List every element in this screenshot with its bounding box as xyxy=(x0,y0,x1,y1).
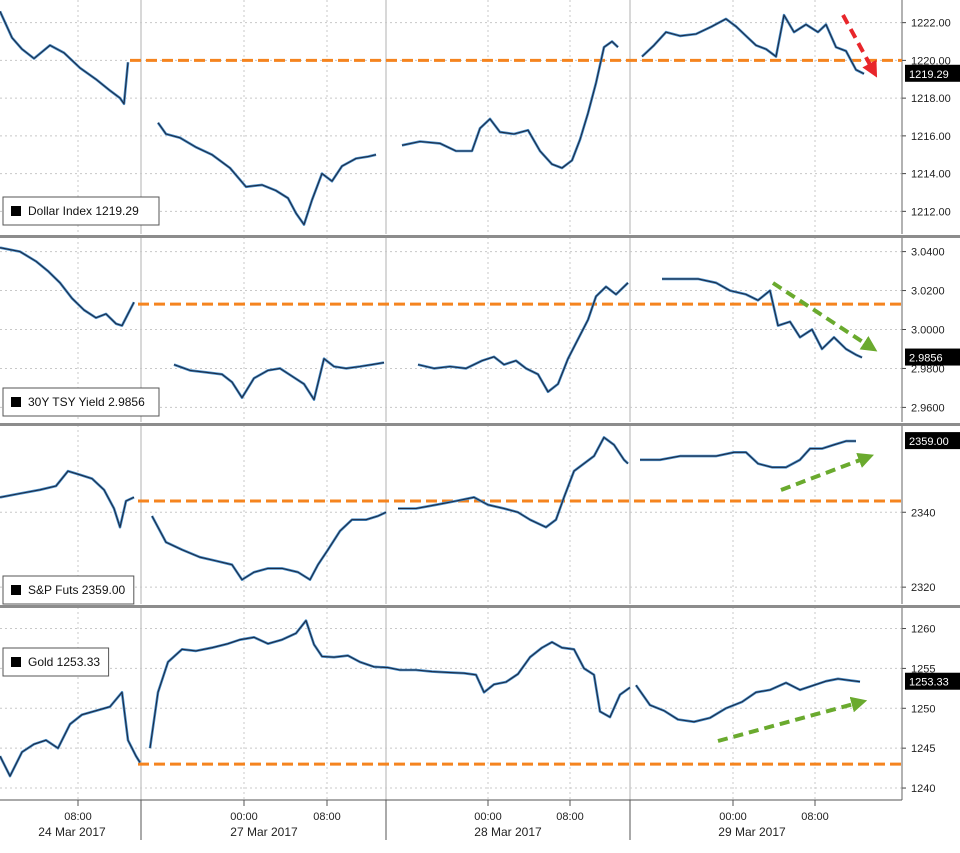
y-tick-label: 1212.00 xyxy=(911,206,951,218)
series-line xyxy=(157,122,377,226)
panel-separator xyxy=(0,605,960,608)
legend-label: Gold 1253.33 xyxy=(28,655,100,669)
panel-separator xyxy=(0,235,960,238)
legend-box xyxy=(2,196,160,226)
legend-swatch xyxy=(11,657,21,667)
x-axis: 08:00 00:00 08:00 00:00 08:00 00:00 08:00 24 Ma… xyxy=(0,799,902,840)
x-tick-label: 08:00 xyxy=(313,811,341,823)
x-tick-label: 08:00 xyxy=(64,811,92,823)
y-tick-label: 3.0400 xyxy=(911,247,945,259)
series-line xyxy=(398,436,629,528)
y-tick-label: 2320 xyxy=(911,582,935,594)
last-value-label: 1219.29 xyxy=(909,69,949,81)
series-line-highlight xyxy=(417,281,629,394)
series-line-highlight xyxy=(148,619,631,749)
x-tick-label: 00:00 xyxy=(719,811,747,823)
legend-swatch xyxy=(11,585,21,595)
y-tick-label: 1216.00 xyxy=(911,131,951,143)
y-tick-label: 1240 xyxy=(911,783,935,795)
legend-swatch xyxy=(11,206,21,216)
y-tick-label: 1220.00 xyxy=(911,55,951,67)
legend-label: 30Y TSY Yield 2.9856 xyxy=(28,395,145,409)
x-date-label: 29 Mar 2017 xyxy=(718,825,786,839)
y-tick-label: 1222.00 xyxy=(911,18,951,30)
y-tick-label: 2340 xyxy=(911,507,935,519)
series-line-highlight xyxy=(0,469,135,529)
series-line xyxy=(662,278,863,359)
y-tick-label: 2.9800 xyxy=(911,363,945,375)
last-value-tag xyxy=(905,348,960,366)
trend-arrow-green-up xyxy=(717,696,868,743)
y-tick-label: 1218.00 xyxy=(911,93,951,105)
series-line xyxy=(0,247,135,327)
panel-2: 2.9600 2.9800 3.0000 3.0200 3.0400 2.9856 30Y … xyxy=(0,237,960,422)
x-tick-label: 08:00 xyxy=(801,811,829,823)
last-value-tag xyxy=(905,672,960,690)
series-line-highlight xyxy=(0,690,142,778)
series-line xyxy=(0,11,129,105)
trend-arrow-green-down xyxy=(771,281,878,352)
last-value-label: 1253.33 xyxy=(909,677,949,689)
x-tick-label: 00:00 xyxy=(474,811,502,823)
series-line-highlight xyxy=(634,677,861,724)
panel-1: 1212.00 1214.00 1216.00 1218.00 1220.00 1222.… xyxy=(0,0,960,234)
x-date-label: 28 Mar 2017 xyxy=(474,825,542,839)
series-line-highlight xyxy=(173,357,385,401)
last-value-label: 2359.00 xyxy=(909,436,949,448)
panel-3: 2320 2340 2359.00 S&P Futs 2359.00 xyxy=(0,425,960,605)
legend-box xyxy=(2,647,110,677)
legend-box xyxy=(2,575,135,605)
y-tick-label: 1245 xyxy=(911,743,935,755)
series-line xyxy=(417,282,629,393)
series-line xyxy=(0,470,135,528)
series-line xyxy=(173,358,385,401)
legend-label: Dollar Index 1219.29 xyxy=(28,204,139,218)
series-line xyxy=(640,440,856,468)
legend-box xyxy=(2,387,160,417)
x-date-label: 24 Mar 2017 xyxy=(38,825,106,839)
legend-label: S&P Futs 2359.00 xyxy=(28,583,126,597)
series-line-highlight xyxy=(150,511,387,582)
trend-arrow-red-down xyxy=(841,14,878,78)
series-line-highlight xyxy=(641,13,865,75)
series-line-highlight xyxy=(0,246,136,327)
series-line xyxy=(401,40,619,169)
y-tick-label: 3.0200 xyxy=(911,286,945,298)
panel-separator xyxy=(0,423,960,426)
last-value-tag xyxy=(905,432,960,450)
series-line-highlight xyxy=(398,436,629,529)
x-tick-label: 00:00 xyxy=(230,811,258,823)
last-value-tag xyxy=(905,64,960,82)
x-date-label: 27 Mar 2017 xyxy=(230,825,298,839)
y-tick-label: 1255 xyxy=(911,663,935,675)
series-line xyxy=(151,511,387,581)
y-tick-label: 3.0000 xyxy=(911,325,945,337)
legend-swatch xyxy=(11,397,21,407)
y-tick-label: 2.9600 xyxy=(911,402,945,414)
y-tick-label: 1250 xyxy=(911,703,935,715)
series-line xyxy=(635,678,861,723)
series-line xyxy=(641,14,865,75)
y-tick-label: 1260 xyxy=(911,624,935,636)
series-line xyxy=(149,620,631,749)
x-tick-label: 08:00 xyxy=(556,811,584,823)
y-tick-label: 1214.00 xyxy=(911,169,951,181)
series-line xyxy=(0,691,141,777)
panel-4: 1240 1245 1250 1255 1260 1253.33 Gold 1253.33 xyxy=(0,607,960,800)
last-value-label: 2.9856 xyxy=(909,353,943,365)
